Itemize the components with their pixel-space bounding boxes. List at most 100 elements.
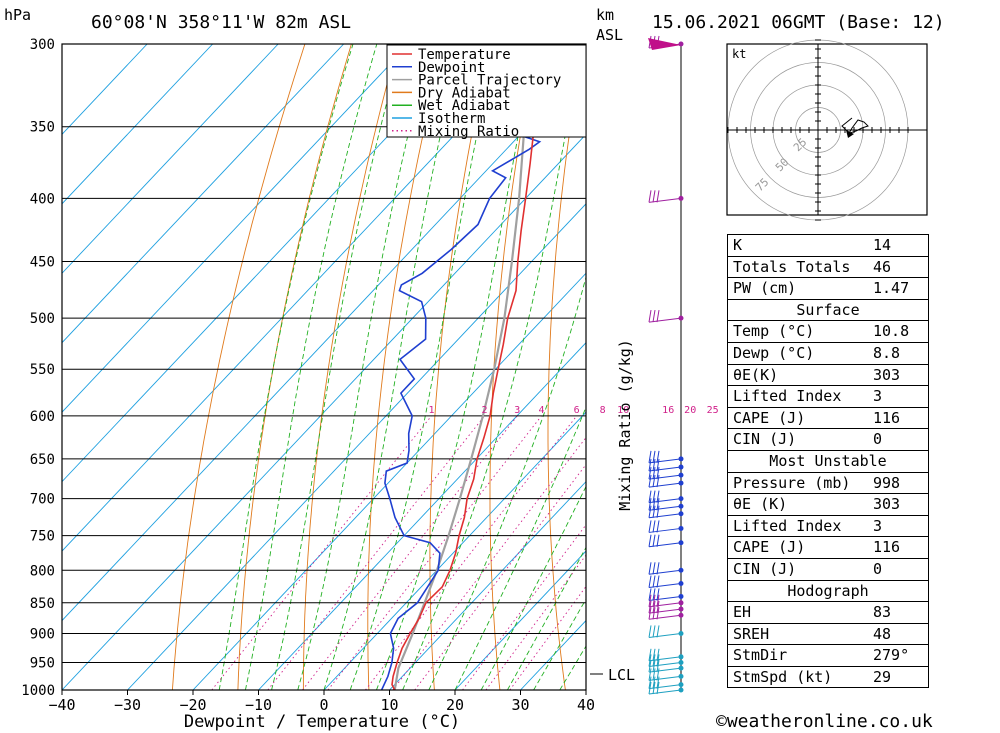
wind-barb-feather [656,648,660,661]
mixing-ratio-label: 3 [514,405,520,416]
wind-barb-feather [652,654,656,667]
mu-cape-label: CAPE (J) [733,538,806,557]
wind-barb-feather [656,534,660,547]
wet-adiabat [454,405,586,690]
wet-adiabat [507,546,586,690]
surface-dewp-label: Dewp (°C) [733,343,815,362]
wind-barb-feather [656,520,660,533]
mixing-ratio-line [211,415,432,690]
wind-barb [648,317,682,323]
wind-barb-point [678,567,684,573]
pressure-tick-label: 800 [30,563,55,579]
mixing-ratio-label: 10 [617,405,629,416]
valid-datetime: 15.06.2021 06GMT (Base: 12) [652,12,945,33]
wind-barb-feather [656,668,660,681]
wet-adiabat [533,598,586,690]
temperature-tick-labels: −40 −30 −20 −10 0 10 20 30 40 [48,690,595,714]
wind-barb-feather [656,588,660,601]
wind-barb [648,513,682,519]
wind-barb-feather [648,467,652,480]
wind-barb-feather [656,681,660,695]
stmdir-label: StmDir [733,646,788,665]
surface-cape-label: CAPE (J) [733,408,806,427]
wind-barb-feather [652,534,656,547]
wind-barb-feather [656,490,660,503]
wind-barb-feather [656,594,660,607]
pressure-tick-label: 750 [30,529,55,545]
wind-barb-feather [652,467,656,480]
mixing-ratio-line [485,554,586,690]
x-axis-label: Dewpoint / Temperature (°C) [184,712,460,732]
wind-barb-feather [652,190,656,203]
wind-barb-point [678,593,684,599]
wind-barb-feather [656,474,660,488]
wind-pennant-top [648,38,681,50]
wind-barb-feather [656,600,660,614]
temperature-tick-label: 30 [511,696,529,714]
wind-barb-feather [652,660,656,673]
wind-barb-feather [652,648,656,661]
wind-barb-feather [648,534,652,547]
pressure-tick-label: 450 [30,255,55,271]
legend-label: Isotherm [418,111,485,127]
wind-barb-feather [656,562,660,575]
wind-barb-point [678,456,684,462]
wind-barb-point [678,612,684,618]
mixing-ratio-label: 20 [684,405,696,416]
isotherm [323,411,586,690]
temperature-line [391,59,586,690]
wind-barb-feather [656,498,660,511]
wind-barb-feather [648,498,652,511]
eh-value: 83 [873,603,892,622]
surface-li-value: 3 [873,387,883,406]
wind-barb-feather [648,490,652,503]
wind-barb-point [678,600,684,606]
wind-barb-feather [652,676,656,689]
wind-barb [648,689,682,695]
mixing-ratio-line [267,415,485,690]
mu-theta-label: θE (K) [733,495,788,514]
mixing-ratio-line [392,436,586,690]
wind-barb-feather [652,520,656,533]
pw-value: 1.47 [873,279,910,298]
isotherm [62,44,214,205]
wind-barb-point [678,654,684,660]
isotherm-lines [62,44,586,690]
wind-barb-feather [652,498,656,511]
dewpoint-line [380,44,542,690]
wind-barb-feather [648,458,652,472]
surface-li-label: Lifted Index [733,387,842,406]
wind-barb-point [678,496,684,502]
wind-barb-feather [648,520,652,533]
wind-barb [648,197,682,203]
mixing-ratio-line [509,585,586,690]
wind-barb-feather [652,450,656,463]
wind-barb [648,614,682,620]
temperature-tick-label: 0 [319,696,328,714]
eh-label: EH [733,603,752,622]
mu-cin-value: 0 [873,559,883,578]
wind-barb-feather [656,575,660,588]
wind-barb-feather [652,490,656,503]
k-index-label: K [733,236,743,254]
wind-barb-feather [656,450,660,463]
isotherm [454,550,586,690]
mu-cin-label: CIN (J) [733,559,797,578]
dry-adiabat [659,44,697,690]
pressure-tick-label: 850 [30,596,55,612]
mu-pressure-label: Pressure (mb) [733,473,851,492]
copyright-link[interactable]: ©weatheronline.co.uk [716,711,933,732]
dry-adiabat [237,44,352,690]
mixing-ratio-line [302,415,518,690]
wind-barb-feather [648,660,652,673]
wind-barb [648,542,682,548]
legend-label: Parcel Trajectory [418,73,561,89]
wind-barb-point [678,540,684,546]
k-index-value: 14 [873,236,892,254]
temperature-tick-label: −30 [114,696,141,714]
wind-barb-feather [648,575,652,588]
wind-barb-feather [648,676,652,689]
surface-dewp-value: 8.8 [873,343,901,362]
